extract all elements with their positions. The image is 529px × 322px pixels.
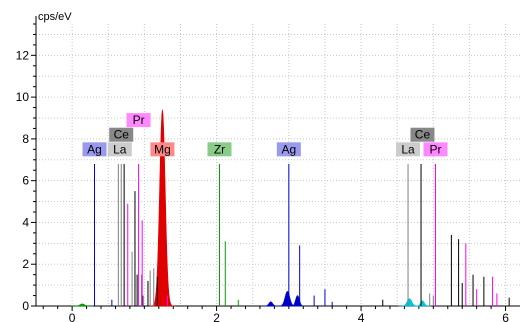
element-label-box	[396, 142, 421, 157]
y-tick-label: 0	[22, 299, 29, 313]
element-label: Zr	[207, 142, 232, 157]
x-tick-label: 0	[69, 311, 76, 322]
element-label-box	[126, 113, 151, 128]
spectrum-peak	[288, 295, 307, 307]
axes: cps/eV	[31, 11, 520, 311]
spectrum-peak	[262, 301, 280, 307]
element-label-text: La	[113, 142, 127, 156]
element-label-text: Ag	[281, 142, 296, 156]
spectrum-peak	[413, 300, 432, 307]
element-label: Mg	[150, 142, 175, 157]
spectrum-peak	[71, 303, 94, 307]
element-label: La	[107, 142, 132, 157]
y-tick-label: 6	[22, 174, 29, 188]
element-label-box	[107, 142, 132, 157]
y-tick-label: 8	[22, 132, 29, 146]
spectrum-peak	[398, 298, 421, 307]
element-label: Ce	[410, 127, 435, 142]
y-tick-label: 2	[22, 257, 29, 271]
element-label-box	[207, 142, 232, 157]
element-label-text: Ce	[114, 128, 130, 142]
y-tick-label: 10	[16, 90, 30, 104]
element-label-text: Zr	[214, 142, 225, 156]
element-label: Ag	[276, 142, 301, 157]
x-tick-label: 6	[502, 311, 509, 322]
x-tick-label: 4	[358, 311, 365, 322]
element-label: La	[396, 142, 421, 157]
element-label-text: Pr	[429, 142, 441, 156]
element-label-box	[410, 127, 435, 142]
element-label: Pr	[126, 113, 151, 128]
element-label: Pr	[423, 142, 448, 157]
grid	[36, 24, 520, 307]
x-tick-label: 2	[213, 311, 220, 322]
element-label-box	[82, 142, 107, 157]
element-label-text: Ce	[415, 128, 431, 142]
element-lines	[94, 163, 510, 306]
element-label-box	[150, 142, 175, 157]
element-label: Ce	[109, 127, 134, 142]
tick-labels: 0 2 4 6 8 10 12 0 2 4 6	[16, 48, 510, 322]
element-label-box	[109, 127, 134, 142]
element-label-box	[276, 142, 301, 157]
element-label-text: Pr	[133, 113, 145, 127]
y-tick-label: 12	[16, 48, 30, 62]
element-label: Ag	[82, 142, 107, 157]
y-tick-label: 4	[22, 215, 29, 229]
y-axis-unit-label: cps/eV	[38, 11, 72, 23]
spectrum-peaks	[71, 109, 432, 307]
element-label-text: La	[401, 142, 415, 156]
element-label-text: Mg	[154, 142, 171, 156]
element-label-box	[423, 142, 448, 157]
element-label-text: Ag	[87, 142, 102, 156]
